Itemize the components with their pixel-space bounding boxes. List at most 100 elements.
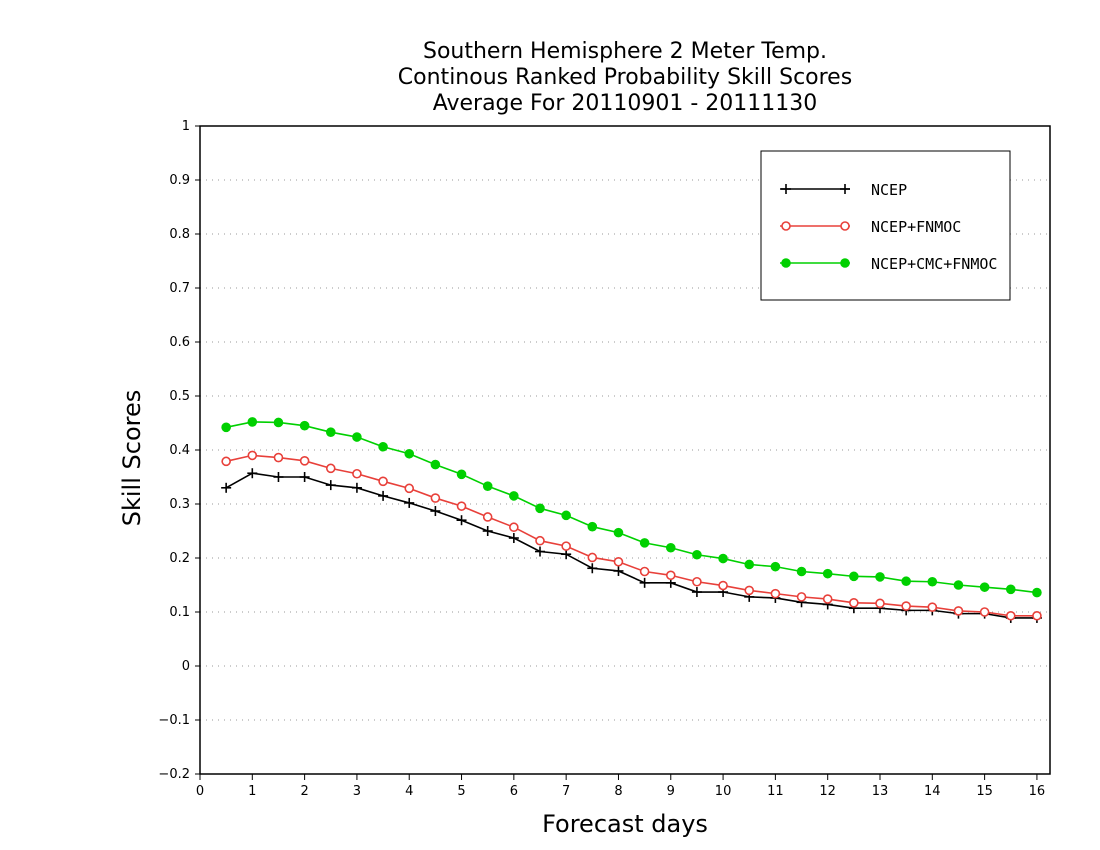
data-point xyxy=(221,482,232,493)
series-ncep xyxy=(221,468,1042,623)
y-tick-label: 0 xyxy=(182,659,190,674)
data-point xyxy=(691,587,702,598)
data-point xyxy=(378,490,389,501)
data-point xyxy=(299,420,310,431)
y-tick-label: −0.1 xyxy=(158,713,190,728)
data-point xyxy=(535,503,545,514)
data-point xyxy=(718,580,728,591)
x-tick-label: 3 xyxy=(353,784,361,799)
data-point xyxy=(247,450,258,461)
data-point xyxy=(325,427,336,437)
y-tick-label: 0.4 xyxy=(169,443,190,458)
series-ncep-cmc-fnmoc xyxy=(221,417,1042,598)
legend-label: NCEP+CMC+FNMOC xyxy=(871,255,997,273)
y-tick-label: 0.3 xyxy=(169,497,190,512)
y-tick-label: −0.2 xyxy=(158,767,190,782)
data-point xyxy=(535,535,545,546)
x-tick-label: 2 xyxy=(300,784,308,799)
data-point xyxy=(770,588,781,599)
series-line xyxy=(225,472,1037,619)
data-point xyxy=(639,538,650,548)
plot-frame xyxy=(199,125,1051,775)
y-axis-title: Skill Scores xyxy=(118,390,146,527)
data-point xyxy=(273,472,284,482)
x-tick-label: 12 xyxy=(819,784,836,799)
data-point xyxy=(352,432,362,442)
data-point xyxy=(221,456,231,467)
x-tick-label: 7 xyxy=(562,784,570,799)
data-point xyxy=(299,472,310,482)
data-point xyxy=(482,526,493,536)
chart-title-line-1: Southern Hemisphere 2 Meter Temp. xyxy=(423,39,827,64)
data-point xyxy=(979,607,990,617)
data-point xyxy=(613,527,624,538)
data-point xyxy=(927,576,938,587)
data-point xyxy=(404,483,415,494)
legend-label: NCEP+FNMOC xyxy=(871,218,961,236)
x-tick-label: 13 xyxy=(872,784,889,799)
data-point xyxy=(875,598,885,609)
data-point xyxy=(325,463,336,474)
data-point xyxy=(953,580,964,590)
y-tick-label: 1 xyxy=(182,119,190,134)
data-point xyxy=(796,592,807,602)
data-point xyxy=(639,566,650,577)
x-tick-label: 16 xyxy=(1029,784,1046,799)
legend-entry: NCEP+CMC+FNMOC xyxy=(780,255,997,273)
series-layer xyxy=(221,417,1042,623)
chart-title-line-2: Continous Ranked Probability Skill Score… xyxy=(398,65,852,90)
legend-marker xyxy=(781,184,791,194)
data-point xyxy=(927,602,938,612)
legend-marker xyxy=(781,258,791,268)
data-point xyxy=(692,576,702,587)
y-tick-label: 0.7 xyxy=(169,281,190,296)
data-point xyxy=(221,422,231,433)
legend-label: NCEP xyxy=(871,181,907,199)
data-point xyxy=(456,469,467,480)
data-point xyxy=(665,570,676,581)
data-point xyxy=(299,455,310,466)
data-point xyxy=(247,468,258,479)
legend-marker xyxy=(840,258,850,268)
x-tick-label: 4 xyxy=(405,784,413,799)
y-tick-label: 0.5 xyxy=(169,389,190,404)
data-point xyxy=(796,566,807,577)
data-point xyxy=(509,491,519,501)
data-point xyxy=(247,417,258,427)
data-point xyxy=(849,571,859,582)
data-point xyxy=(273,452,284,463)
data-point xyxy=(744,559,755,570)
data-point xyxy=(587,521,598,532)
legend-marker xyxy=(840,221,850,231)
axis-ticks: −0.2−0.100.10.20.30.40.50.60.70.80.910 1 2… xyxy=(158,119,1045,799)
data-point xyxy=(456,501,467,511)
y-tick-label: 0.6 xyxy=(169,335,190,350)
data-point xyxy=(953,606,964,616)
data-point xyxy=(509,522,519,533)
data-point xyxy=(404,448,415,459)
data-point xyxy=(273,417,284,428)
x-tick-label: 0 xyxy=(196,784,204,799)
data-point xyxy=(561,510,571,521)
x-tick-label: 11 xyxy=(767,784,784,799)
x-tick-label: 9 xyxy=(667,784,675,799)
x-axis-title: Forecast days xyxy=(542,810,708,838)
x-tick-label: 6 xyxy=(510,784,518,799)
data-point xyxy=(665,542,676,553)
data-point xyxy=(535,546,545,557)
data-point xyxy=(613,556,624,567)
data-point xyxy=(378,441,388,452)
y-tick-label: 0.8 xyxy=(169,227,190,242)
data-point xyxy=(613,565,624,576)
x-tick-label: 14 xyxy=(924,784,941,799)
chart-title-line-3: Average For 20110901 - 20111130 xyxy=(433,91,818,116)
x-tick-label: 15 xyxy=(976,784,993,799)
data-point xyxy=(430,493,441,503)
data-point xyxy=(587,563,598,574)
data-point xyxy=(508,533,519,544)
data-point xyxy=(404,497,415,508)
data-point xyxy=(639,577,650,588)
data-point xyxy=(979,582,990,592)
series-ncep-fnmoc xyxy=(221,450,1042,621)
x-tick-label: 5 xyxy=(457,784,465,799)
